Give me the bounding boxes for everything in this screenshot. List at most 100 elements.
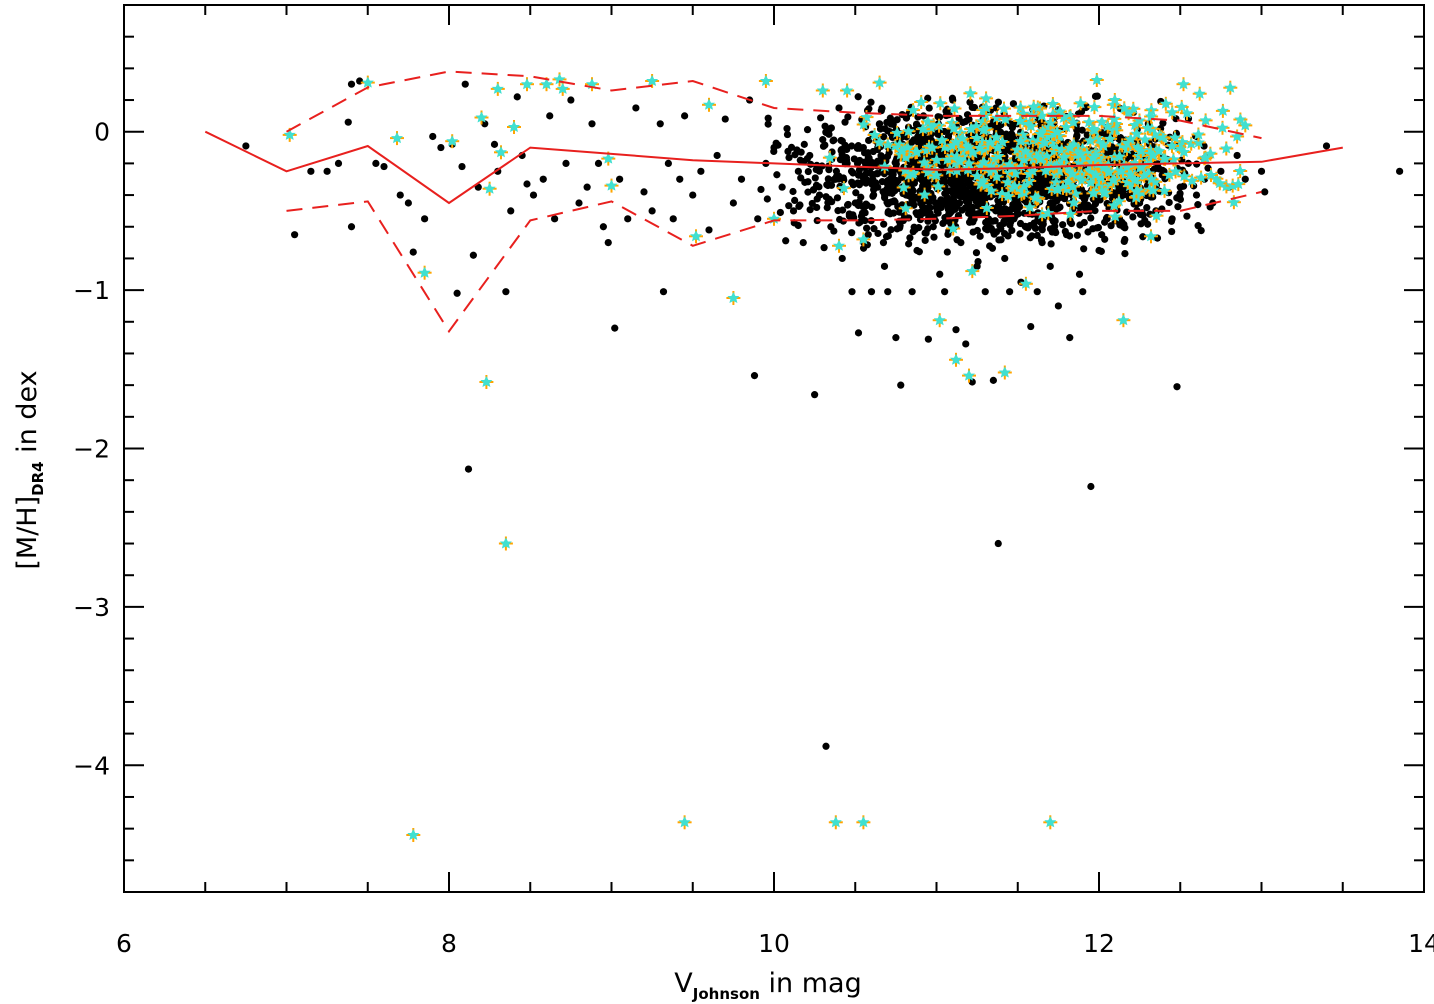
cross-star-point [1191,127,1206,142]
cluster-point [969,194,977,202]
cluster-point [843,145,851,154]
black-point [859,143,867,152]
cluster-point [1120,191,1128,199]
cluster-point [821,122,829,130]
cross-star-point [815,83,830,98]
black-point [819,136,827,144]
cyan-star [1088,101,1101,113]
cluster-point [916,139,924,147]
cluster-point [1111,144,1119,153]
black-point [884,288,892,296]
cluster-point [1016,230,1024,238]
cross-star-point [1043,815,1058,830]
cyan-star [1098,187,1111,199]
cluster-point [845,210,853,218]
black-point [380,162,388,171]
cyan-star [1034,153,1047,165]
cyan-star [980,202,993,213]
black-point [453,289,461,297]
cyan-star [1019,145,1032,157]
cyan-star [985,184,998,196]
cluster-point [982,225,990,233]
cyan-star [1093,176,1106,188]
cross-star-point [932,313,947,328]
median-line [204,130,1343,205]
black-point [957,238,965,247]
cluster-point [1059,221,1067,229]
x-axis-title-main: V [674,968,693,999]
cluster-point [847,167,856,175]
cluster-point [825,130,833,138]
cyan-star [939,141,951,153]
cluster-point [1173,194,1181,202]
cross-star-point [925,140,940,155]
black-point [562,159,570,167]
cyan-star [962,157,975,169]
cluster-point [806,206,814,214]
cyan-star [1044,116,1057,128]
cross-star-point [1192,86,1207,101]
cross-star-point [914,95,929,109]
x-tick-label: 14 [1408,929,1434,958]
cross-star-point [976,123,991,138]
cyan-star [1181,107,1193,119]
cyan-star [1053,165,1066,177]
black-point [913,246,921,255]
cyan-star [1064,141,1077,153]
cyan-star [1014,115,1027,126]
cyan-star [1192,128,1205,140]
cyan-star [998,102,1010,114]
cluster-point [783,130,792,139]
cluster-point [886,114,894,122]
cyan-star [999,113,1012,125]
cyan-star [992,150,1005,161]
cyan-star [1141,121,1154,133]
y-axis-title-sub: DR4 [29,461,47,495]
cyan-star [948,102,961,114]
cyan-star [1129,119,1142,130]
cyan-star [1147,184,1160,196]
cyan-star [1042,207,1055,219]
cluster-point [902,114,910,122]
cross-star-point [520,77,534,92]
cyan-star [1051,126,1064,137]
cross-star-point [1065,167,1080,181]
tick-labels: 6 8 10 12 14 0 −1 −2 −3 −4 [73,118,1434,958]
cyan-star [895,145,908,157]
cross-star-point [856,117,871,132]
cyan-star [857,816,870,828]
cluster-point [984,192,993,200]
cluster-point [1041,180,1049,188]
cross-star-point [822,150,837,165]
cluster-point [1012,198,1021,206]
cyan-star [1134,145,1147,156]
cyan-star [1231,130,1244,142]
cluster-point [879,188,887,196]
cross-star-point [1106,173,1121,188]
cluster-point [921,236,929,245]
cyan-star [891,126,904,138]
cyan-star [1158,184,1171,196]
cross-star-point [390,131,404,146]
black-point [546,112,554,120]
cross-star-point [901,124,916,139]
cyan-star [878,160,891,172]
cluster-point [877,107,885,115]
cluster-point [1051,217,1059,225]
black-point [936,270,944,278]
cluster-point [822,193,830,201]
cyan-star [823,151,836,163]
cross-star-point [917,187,932,202]
cluster-point [1011,212,1019,220]
cluster-point [785,202,793,210]
cyan-star [475,111,488,123]
cross-star-point [990,140,1005,155]
cyan-star [991,141,1004,153]
cyan-star [1130,185,1143,197]
cluster-point [1200,142,1208,150]
cross-star-point [1138,132,1153,147]
data-points [242,72,1404,842]
cluster-point [811,174,819,182]
black-point [754,215,762,223]
cluster-point [817,114,825,122]
